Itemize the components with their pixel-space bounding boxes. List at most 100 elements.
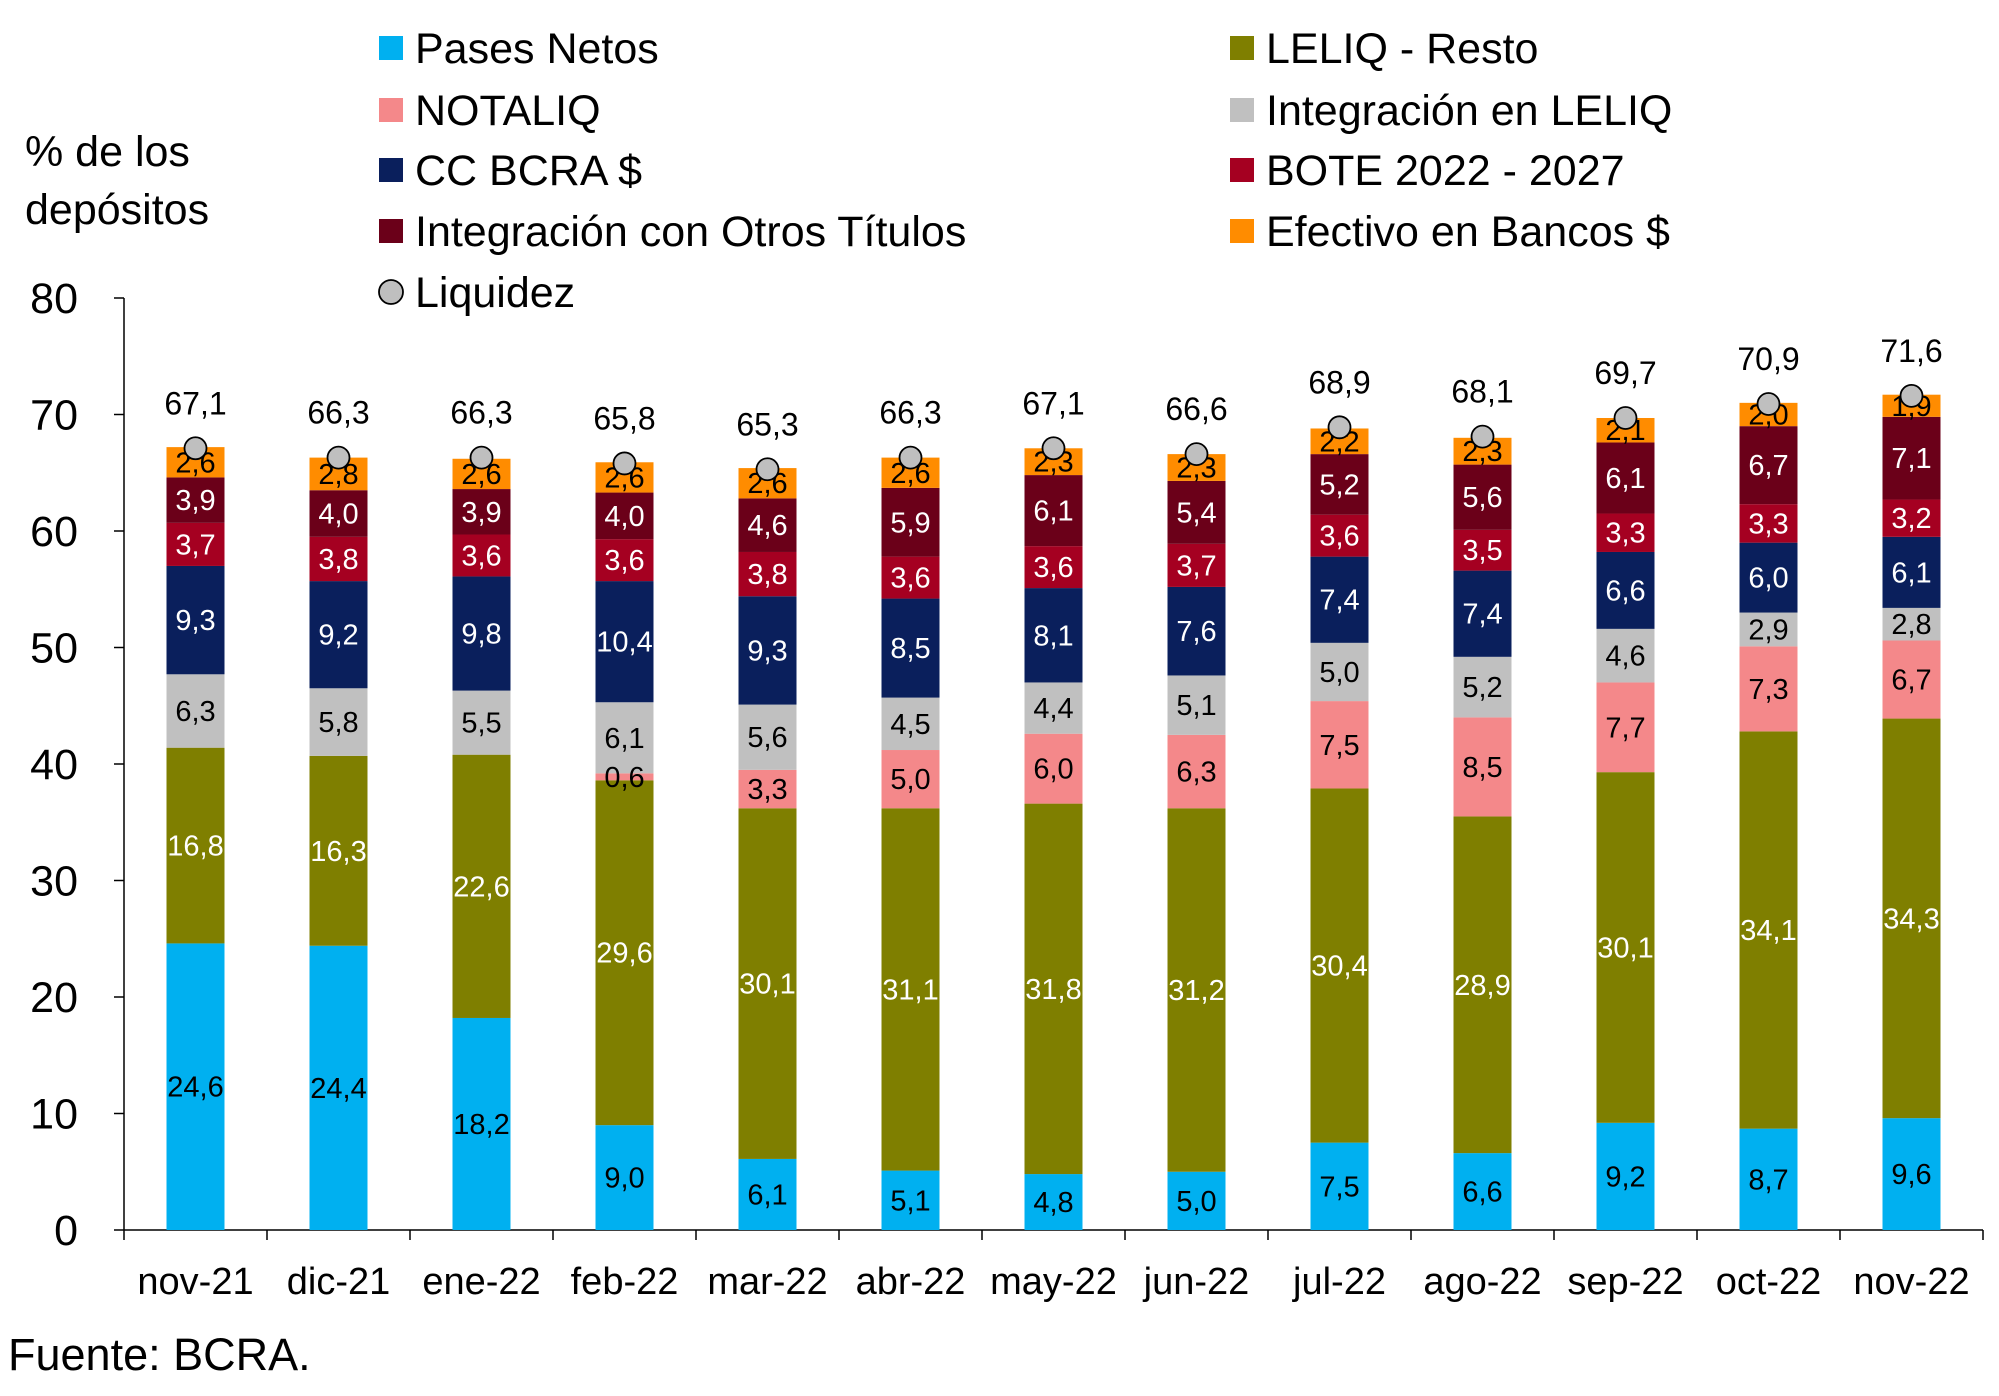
data-label: 31,8: [1025, 974, 1081, 1006]
bar-segment: [1453, 816, 1512, 1154]
data-label: 5,2: [1462, 672, 1502, 704]
bar-segment: [1024, 546, 1083, 589]
data-label: 22,6: [453, 871, 509, 903]
y-axis-label-line-1: % de los: [25, 128, 190, 176]
data-label: 9,2: [318, 620, 358, 652]
data-label: 34,3: [1883, 903, 1939, 935]
data-label: 5,8: [318, 707, 358, 739]
bar-segment: [1167, 480, 1226, 544]
data-label: 6,0: [1033, 754, 1073, 786]
bar-segment: [1167, 586, 1226, 676]
data-label: 24,4: [310, 1073, 366, 1105]
liquidez-marker: [1184, 442, 1209, 467]
bar-segment: [309, 755, 368, 946]
bar-segment: [1453, 1153, 1512, 1230]
bar-segment: [309, 688, 368, 756]
liquidez-marker: [755, 457, 780, 482]
bar-segment: [595, 539, 654, 582]
data-label: 7,5: [1319, 730, 1359, 762]
y-tick-label: 20: [30, 974, 78, 1022]
data-label: 7,7: [1605, 712, 1645, 744]
bar-segment: [1739, 1128, 1798, 1230]
data-label: 2,9: [1748, 614, 1788, 646]
data-label: 30,1: [1597, 932, 1653, 964]
bar-segment: [1739, 612, 1798, 647]
bar-segment: [1167, 543, 1226, 587]
bar-segment: [1739, 731, 1798, 1129]
x-tick-label: nov-21: [137, 1261, 253, 1303]
data-label: 3,2: [1891, 503, 1931, 535]
data-label: 29,6: [596, 938, 652, 970]
data-label: 6,6: [1462, 1177, 1502, 1209]
x-tick-label: may-22: [990, 1261, 1117, 1303]
bar-segment: [595, 702, 654, 774]
bar-segment: [1596, 1122, 1655, 1230]
bar-segment: [738, 498, 797, 552]
data-label: 6,3: [175, 696, 215, 728]
total-label: 66,3: [307, 395, 369, 431]
y-axis-label-line-2: depósitos: [25, 186, 209, 234]
data-label: 6,1: [1605, 463, 1645, 495]
data-label: 28,9: [1454, 970, 1510, 1002]
data-label: 18,2: [453, 1109, 509, 1141]
data-label: 7,3: [1748, 674, 1788, 706]
data-label: 4,4: [1033, 693, 1073, 725]
data-label: 3,3: [1748, 508, 1788, 540]
data-label: 3,5: [1462, 535, 1502, 567]
y-tick-label: 40: [30, 741, 78, 789]
bar-segment: [309, 536, 368, 582]
total-label: 65,8: [593, 400, 655, 436]
total-label: 68,1: [1451, 374, 1513, 410]
legend-label: BOTE 2022 - 2027: [1266, 147, 1625, 195]
x-tick-label: ene-22: [422, 1261, 540, 1303]
data-label: 3,6: [461, 540, 501, 572]
legend-label: Pases Netos: [415, 25, 659, 73]
data-label: 3,6: [1319, 521, 1359, 553]
data-label: 30,1: [739, 969, 795, 1001]
data-label: 6,7: [1748, 450, 1788, 482]
data-label: 3,8: [747, 559, 787, 591]
bar-segment: [1596, 628, 1655, 683]
data-label: 9,6: [1891, 1159, 1931, 1191]
x-tick-label: jun-22: [1143, 1261, 1250, 1303]
total-label: 67,1: [1022, 385, 1084, 421]
y-tick-label: 60: [30, 508, 78, 556]
data-label: 8,7: [1748, 1164, 1788, 1196]
data-label: 6,0: [1748, 563, 1788, 595]
bar-segment: [881, 487, 940, 557]
bar-segment: [1882, 640, 1941, 719]
legend-swatch: [379, 158, 403, 182]
bar-segment: [1024, 1174, 1083, 1230]
bar-segment: [1453, 464, 1512, 530]
bar-segment: [881, 598, 940, 698]
bar-segment: [309, 581, 368, 689]
bar-segment: [1024, 803, 1083, 1175]
data-label: 7,4: [1462, 599, 1502, 631]
bars: 24,616,86,39,33,73,92,624,416,35,89,23,8…: [166, 391, 1941, 1230]
legend-swatch: [1230, 98, 1254, 122]
bar-segment: [1453, 570, 1512, 657]
bar-segment: [738, 1158, 797, 1230]
data-label: 6,3: [1176, 757, 1216, 789]
data-label: 3,3: [1605, 518, 1645, 550]
legend-swatch: [1230, 36, 1254, 60]
bar-segment: [1739, 542, 1798, 613]
data-label: 5,5: [461, 708, 501, 740]
bar-segment: [166, 674, 225, 748]
bar-segment: [1882, 416, 1941, 500]
data-label: 5,2: [1319, 469, 1359, 501]
y-tick-label: 80: [30, 275, 78, 323]
bar-segment: [1739, 504, 1798, 543]
data-label: 31,2: [1168, 975, 1224, 1007]
data-label: 5,0: [890, 764, 930, 796]
data-label: 8,1: [1033, 620, 1073, 652]
data-label: 3,6: [890, 563, 930, 595]
data-label: 5,0: [1176, 1186, 1216, 1218]
bar-segment: [1310, 454, 1369, 515]
total-label: 66,6: [1165, 391, 1227, 427]
legend-label: Liquidez: [415, 269, 575, 317]
bar-segment: [1310, 556, 1369, 643]
liquidez-marker: [326, 445, 351, 470]
data-label: 5,6: [747, 722, 787, 754]
bar-segment: [452, 690, 511, 755]
